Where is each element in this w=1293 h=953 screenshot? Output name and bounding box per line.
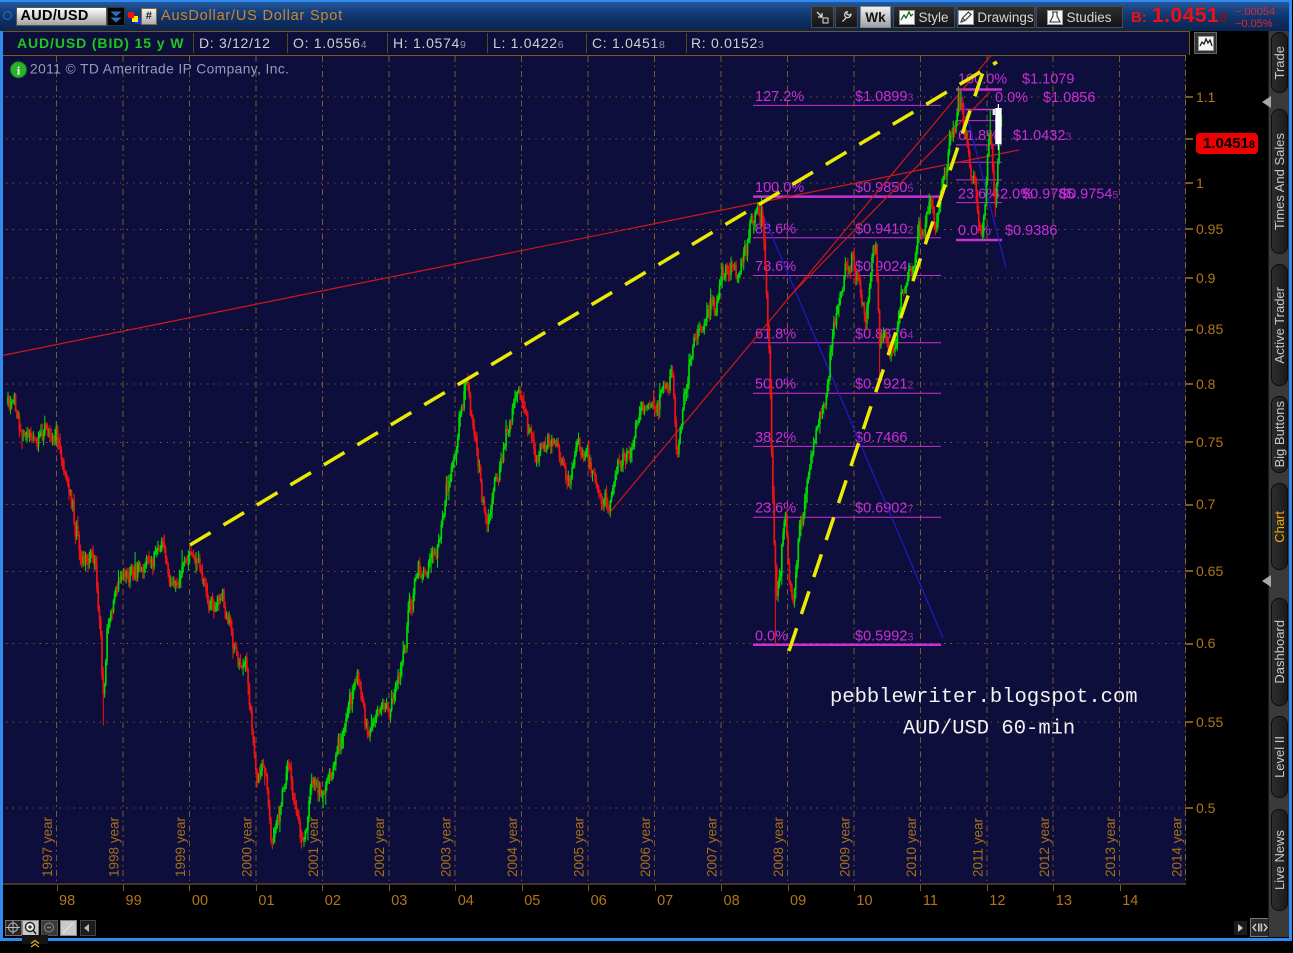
- svg-text:2012 year: 2012 year: [1037, 816, 1052, 877]
- svg-text:$1.0856: $1.0856: [1043, 90, 1095, 106]
- svg-text:$0.69027: $0.69027: [855, 501, 914, 517]
- svg-text:100.0%: 100.0%: [755, 180, 804, 196]
- svg-text:$0.9386: $0.9386: [1005, 223, 1057, 239]
- svg-text:$0.7466: $0.7466: [855, 430, 907, 446]
- svg-text:1997 year: 1997 year: [40, 816, 55, 877]
- svg-text:2004 year: 2004 year: [505, 816, 520, 877]
- svg-text:2011 © TD Ameritrade IP Compan: 2011 © TD Ameritrade IP Company, Inc.: [30, 62, 289, 77]
- svg-text:78.6%: 78.6%: [755, 259, 796, 275]
- svg-text:$1.1079: $1.1079: [1022, 72, 1074, 88]
- svg-text:88.6%: 88.6%: [755, 221, 796, 237]
- svg-text:42.0%: 42.0%: [992, 187, 1033, 203]
- svg-text:0.0%: 0.0%: [755, 628, 788, 644]
- svg-text:$0.94102: $0.94102: [855, 221, 914, 237]
- svg-text:$0.59923: $0.59923: [855, 628, 914, 644]
- svg-text:2014 year: 2014 year: [1170, 816, 1185, 877]
- svg-text:$0.9785: $0.9785: [1022, 187, 1074, 203]
- svg-text:2003 year: 2003 year: [439, 816, 454, 877]
- svg-text:2006 year: 2006 year: [638, 816, 653, 877]
- svg-text:2011 year: 2011 year: [970, 817, 985, 877]
- svg-text:$0.97545: $0.97545: [1060, 187, 1119, 203]
- svg-text:0.0%: 0.0%: [995, 90, 1028, 106]
- svg-text:2002 year: 2002 year: [372, 816, 387, 877]
- svg-text:2013 year: 2013 year: [1103, 816, 1118, 877]
- svg-text:2009 year: 2009 year: [837, 816, 852, 877]
- svg-text:$1.08993: $1.08993: [855, 89, 914, 105]
- svg-text:2008 year: 2008 year: [771, 816, 786, 877]
- svg-text:$1.04323: $1.04323: [1013, 128, 1072, 144]
- svg-text:100.0%: 100.0%: [958, 72, 1007, 88]
- svg-text:i: i: [17, 64, 21, 78]
- svg-text:38.2%: 38.2%: [755, 430, 796, 446]
- svg-text:50.0%: 50.0%: [755, 377, 796, 393]
- svg-text:1999 year: 1999 year: [173, 816, 188, 877]
- svg-text:23.6%: 23.6%: [755, 501, 796, 517]
- svg-text:127.2%: 127.2%: [755, 89, 804, 105]
- svg-text:2010 year: 2010 year: [904, 816, 919, 877]
- svg-text:61.8%: 61.8%: [755, 326, 796, 342]
- svg-text:pebblewriter.blogspot.com: pebblewriter.blogspot.com: [830, 686, 1138, 709]
- svg-text:0.0%: 0.0%: [958, 223, 991, 239]
- svg-text:2000 year: 2000 year: [239, 816, 254, 877]
- svg-text:23.6%: 23.6%: [958, 187, 999, 203]
- svg-text:AUD/USD 60-min: AUD/USD 60-min: [903, 718, 1075, 741]
- svg-text:$0.79212: $0.79212: [855, 377, 914, 393]
- svg-text:$0.90245: $0.90245: [855, 259, 914, 275]
- svg-text:2005 year: 2005 year: [572, 816, 587, 877]
- svg-text:2001 year: 2001 year: [306, 816, 321, 877]
- svg-text:2007 year: 2007 year: [705, 816, 720, 877]
- svg-text:1998 year: 1998 year: [107, 816, 122, 877]
